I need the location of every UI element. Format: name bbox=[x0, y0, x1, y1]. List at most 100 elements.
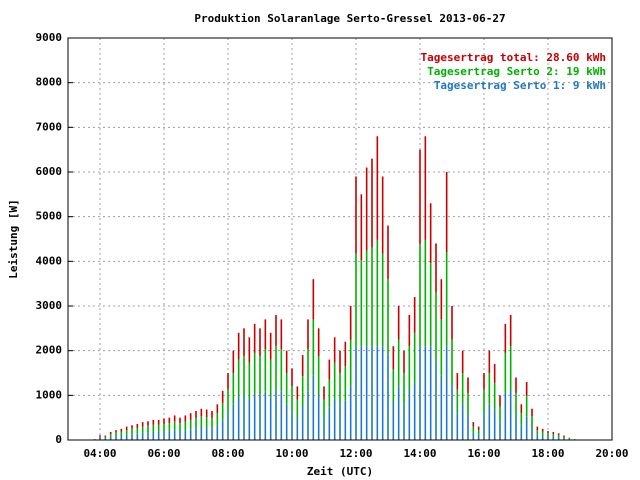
bar-segment bbox=[291, 386, 293, 412]
bar-segment bbox=[387, 354, 389, 440]
bar-segment bbox=[339, 350, 341, 373]
bar-segment bbox=[243, 356, 245, 396]
bar-segment bbox=[173, 421, 176, 431]
bar-segment bbox=[371, 346, 373, 440]
bar-segment bbox=[189, 419, 192, 430]
bar-segment bbox=[456, 389, 459, 414]
bar-segment bbox=[531, 408, 533, 417]
bar-segment bbox=[477, 430, 480, 435]
bar-segment bbox=[328, 359, 331, 380]
bar-segment bbox=[419, 244, 421, 347]
bar-segment bbox=[253, 352, 256, 394]
bar-segment bbox=[541, 428, 544, 432]
bar-segment bbox=[115, 432, 117, 436]
bar-segment bbox=[472, 426, 475, 433]
bar-segment bbox=[461, 404, 464, 440]
bar-segment bbox=[371, 247, 373, 347]
bar-segment bbox=[152, 419, 155, 425]
bar-segment bbox=[163, 431, 165, 440]
bar-segment bbox=[232, 404, 235, 440]
bar-segment bbox=[200, 416, 203, 428]
bar-segment bbox=[339, 404, 341, 440]
bar-segment bbox=[125, 430, 128, 435]
bar-segment bbox=[147, 421, 149, 426]
bar-segment bbox=[525, 416, 528, 440]
bar-segment bbox=[531, 427, 533, 440]
bar-segment bbox=[312, 375, 315, 440]
bar-segment bbox=[227, 413, 229, 440]
bar-segment bbox=[493, 409, 496, 440]
bar-segment bbox=[317, 328, 320, 357]
bar-segment bbox=[408, 346, 411, 390]
bar-segment bbox=[531, 416, 533, 428]
bar-segment bbox=[387, 225, 389, 280]
bar-segment bbox=[477, 434, 480, 440]
bar-segment bbox=[179, 417, 181, 424]
bar-segment bbox=[237, 332, 240, 360]
bar-segment bbox=[552, 436, 555, 440]
plot-frame bbox=[67, 37, 613, 441]
bar-segment bbox=[173, 430, 176, 440]
bar-segment bbox=[547, 436, 549, 440]
x-tick-label: 08:00 bbox=[211, 447, 244, 460]
bar-segment bbox=[504, 393, 507, 440]
bar-segment bbox=[392, 346, 395, 370]
bar-segment bbox=[99, 438, 101, 440]
bar-segment bbox=[349, 306, 352, 340]
bar-segment bbox=[493, 364, 496, 383]
bar-segment bbox=[184, 415, 187, 422]
y-tick-label: 2000 bbox=[36, 344, 63, 357]
bar-segment bbox=[557, 437, 560, 440]
x-tick-label: 06:00 bbox=[147, 447, 180, 460]
bar-segment bbox=[285, 373, 288, 405]
legend-entry: Tagesertrag Serto 2: 19 kWh bbox=[427, 65, 606, 78]
bar-segment bbox=[259, 328, 261, 357]
bar-segment bbox=[451, 386, 453, 440]
bar-segment bbox=[360, 259, 363, 347]
bar-segment bbox=[184, 421, 187, 431]
bar-segment bbox=[259, 395, 261, 440]
bar-segment bbox=[221, 420, 224, 440]
bar-segment bbox=[120, 431, 123, 436]
bar-segment bbox=[115, 435, 117, 440]
bar-segment bbox=[157, 431, 160, 440]
bar-segment bbox=[445, 346, 448, 440]
bar-segment bbox=[253, 323, 256, 353]
bar-segment bbox=[515, 377, 517, 394]
bar-segment bbox=[328, 379, 331, 408]
bar-segment bbox=[435, 243, 437, 293]
bar-segment bbox=[200, 427, 203, 440]
bar-segment bbox=[563, 435, 565, 437]
bar-segment bbox=[147, 425, 149, 433]
bar-segment bbox=[440, 375, 443, 440]
bar-segment bbox=[280, 319, 283, 350]
bar-segment bbox=[301, 406, 304, 440]
bar-segment bbox=[403, 373, 405, 405]
bar-segment bbox=[483, 413, 485, 440]
bar-segment bbox=[296, 386, 299, 400]
bar-segment bbox=[205, 417, 208, 428]
bar-segment bbox=[189, 413, 192, 420]
bar-segment bbox=[221, 390, 224, 403]
x-tick-label: 14:00 bbox=[403, 447, 436, 460]
bar-segment bbox=[312, 319, 315, 376]
bar-segment bbox=[195, 410, 197, 419]
x-tick-label: 20:00 bbox=[595, 447, 628, 460]
bar-segment bbox=[109, 431, 112, 435]
bar-segment bbox=[387, 279, 389, 355]
y-tick-label: 0 bbox=[55, 433, 62, 446]
bar-segment bbox=[205, 427, 208, 440]
bar-segment bbox=[237, 397, 240, 440]
bar-segment bbox=[109, 434, 112, 437]
bar-segment bbox=[221, 402, 224, 421]
bar-segment bbox=[541, 435, 544, 440]
bar-segment bbox=[163, 423, 165, 432]
bar-segment bbox=[429, 263, 432, 347]
bar-segment bbox=[168, 431, 171, 440]
bar-segment bbox=[168, 423, 171, 432]
bar-segment bbox=[504, 352, 507, 394]
bar-segment bbox=[147, 432, 149, 440]
bar-segment bbox=[216, 425, 219, 440]
bar-segment bbox=[365, 346, 368, 440]
